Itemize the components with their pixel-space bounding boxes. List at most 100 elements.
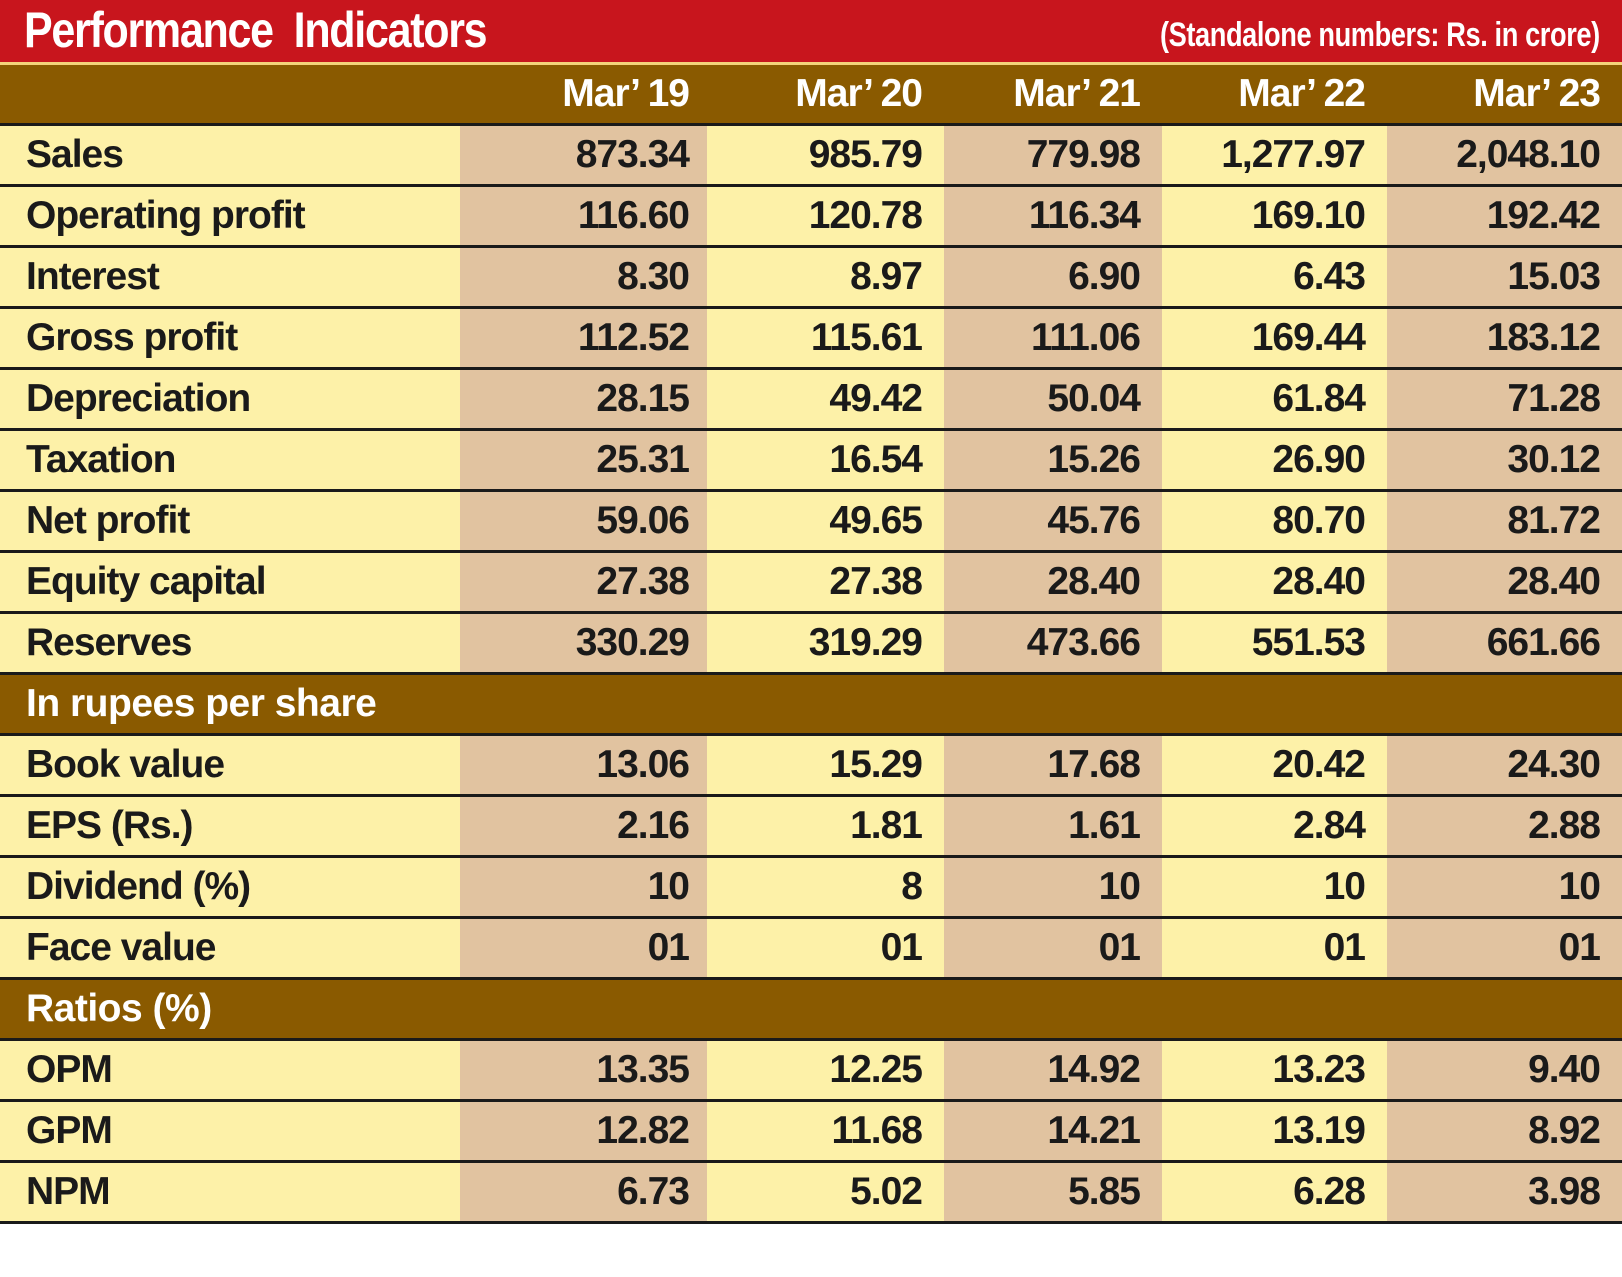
value-cell: 15.29 bbox=[707, 736, 944, 794]
table-row: Operating profit 116.60 120.78 116.34 169.10… bbox=[0, 187, 1622, 248]
value-cell: 169.44 bbox=[1162, 309, 1387, 367]
value-cell: 8.30 bbox=[460, 248, 707, 306]
value-cell: 27.38 bbox=[707, 553, 944, 611]
value-cell: 120.78 bbox=[707, 187, 944, 245]
value-cell: 10 bbox=[944, 858, 1162, 916]
value-cell: 30.12 bbox=[1387, 431, 1622, 489]
value-cell: 49.65 bbox=[707, 492, 944, 550]
value-cell: 28.40 bbox=[944, 553, 1162, 611]
value-cell: 28.15 bbox=[460, 370, 707, 428]
value-cell: 50.04 bbox=[944, 370, 1162, 428]
value-cell: 2,048.10 bbox=[1387, 126, 1622, 184]
value-cell: 13.06 bbox=[460, 736, 707, 794]
value-cell: 169.10 bbox=[1162, 187, 1387, 245]
value-cell: 1.61 bbox=[944, 797, 1162, 855]
table-row: Face value 01 01 01 01 01 bbox=[0, 919, 1622, 980]
value-cell: 15.26 bbox=[944, 431, 1162, 489]
value-cell: 26.90 bbox=[1162, 431, 1387, 489]
table-row: EPS (Rs.) 2.16 1.81 1.61 2.84 2.88 bbox=[0, 797, 1622, 858]
value-cell: 2.16 bbox=[460, 797, 707, 855]
header-cell-mar19: Mar’ 19 bbox=[562, 72, 690, 115]
table-row: Gross profit 112.52 115.61 111.06 169.44 183.… bbox=[0, 309, 1622, 370]
table-row: Interest 8.30 8.97 6.90 6.43 15.03 bbox=[0, 248, 1622, 309]
value-cell: 2.84 bbox=[1162, 797, 1387, 855]
value-cell: 473.66 bbox=[944, 614, 1162, 672]
value-cell: 985.79 bbox=[707, 126, 944, 184]
value-cell: 01 bbox=[944, 919, 1162, 977]
table-row: Net profit 59.06 49.65 45.76 80.70 81.72 bbox=[0, 492, 1622, 553]
page-subtitle: (Standalone numbers: Rs. in crore) bbox=[1160, 16, 1600, 54]
section-heading-ratios: Ratios (%) bbox=[0, 980, 1622, 1041]
value-cell: 59.06 bbox=[460, 492, 707, 550]
value-cell: 14.92 bbox=[944, 1041, 1162, 1099]
header-cell-mar23: Mar’ 23 bbox=[1473, 72, 1601, 115]
value-cell: 81.72 bbox=[1387, 492, 1622, 550]
value-cell: 20.42 bbox=[1162, 736, 1387, 794]
table-row: Taxation 25.31 16.54 15.26 26.90 30.12 bbox=[0, 431, 1622, 492]
row-label: EPS (Rs.) bbox=[0, 797, 460, 855]
row-label: Face value bbox=[0, 919, 460, 977]
value-cell: 330.29 bbox=[460, 614, 707, 672]
value-cell: 115.61 bbox=[707, 309, 944, 367]
value-cell: 13.23 bbox=[1162, 1041, 1387, 1099]
value-cell: 80.70 bbox=[1162, 492, 1387, 550]
value-cell: 8 bbox=[707, 858, 944, 916]
row-label: Interest bbox=[0, 248, 460, 306]
value-cell: 01 bbox=[1387, 919, 1622, 977]
section-heading-per-share: In rupees per share bbox=[0, 675, 1622, 736]
value-cell: 12.25 bbox=[707, 1041, 944, 1099]
value-cell: 28.40 bbox=[1162, 553, 1387, 611]
value-cell: 661.66 bbox=[1387, 614, 1622, 672]
value-cell: 27.38 bbox=[460, 553, 707, 611]
value-cell: 3.98 bbox=[1387, 1163, 1622, 1221]
table-row: OPM 13.35 12.25 14.92 13.23 9.40 bbox=[0, 1041, 1622, 1102]
value-cell: 13.35 bbox=[460, 1041, 707, 1099]
value-cell: 10 bbox=[1162, 858, 1387, 916]
per-share-rows: Book value 13.06 15.29 17.68 20.42 24.30 EPS (… bbox=[0, 736, 1622, 980]
value-cell: 16.54 bbox=[707, 431, 944, 489]
value-cell: 779.98 bbox=[944, 126, 1162, 184]
value-cell: 10 bbox=[1387, 858, 1622, 916]
table-row: Dividend (%) 10 8 10 10 10 bbox=[0, 858, 1622, 919]
title-bar: Performance Indicators (Standalone numbe… bbox=[0, 0, 1622, 62]
page-title: Performance Indicators bbox=[24, 2, 488, 58]
value-cell: 111.06 bbox=[944, 309, 1162, 367]
header-cell-label bbox=[0, 65, 460, 123]
value-cell: 319.29 bbox=[707, 614, 944, 672]
value-cell: 01 bbox=[707, 919, 944, 977]
section-label: In rupees per share bbox=[26, 682, 377, 725]
value-cell: 6.73 bbox=[460, 1163, 707, 1221]
value-cell: 25.31 bbox=[460, 431, 707, 489]
row-label: Reserves bbox=[0, 614, 460, 672]
header-cell-mar22: Mar’ 22 bbox=[1238, 72, 1366, 115]
value-cell: 11.68 bbox=[707, 1102, 944, 1160]
value-cell: 112.52 bbox=[460, 309, 707, 367]
value-cell: 15.03 bbox=[1387, 248, 1622, 306]
indicators-table: Mar’ 19 Mar’ 20 Mar’ 21 Mar’ 22 Mar’ 23 … bbox=[0, 62, 1622, 1224]
header-cell-mar20: Mar’ 20 bbox=[795, 72, 923, 115]
row-label: GPM bbox=[0, 1102, 460, 1160]
value-cell: 17.68 bbox=[944, 736, 1162, 794]
row-label: Equity capital bbox=[0, 553, 460, 611]
value-cell: 183.12 bbox=[1387, 309, 1622, 367]
table-row: NPM 6.73 5.02 5.85 6.28 3.98 bbox=[0, 1163, 1622, 1224]
header-cell-mar21: Mar’ 21 bbox=[1013, 72, 1141, 115]
value-cell: 192.42 bbox=[1387, 187, 1622, 245]
table-row: Depreciation 28.15 49.42 50.04 61.84 71.28 bbox=[0, 370, 1622, 431]
value-cell: 01 bbox=[1162, 919, 1387, 977]
value-cell: 6.90 bbox=[944, 248, 1162, 306]
value-cell: 551.53 bbox=[1162, 614, 1387, 672]
row-label: Operating profit bbox=[0, 187, 460, 245]
value-cell: 116.60 bbox=[460, 187, 707, 245]
value-cell: 14.21 bbox=[944, 1102, 1162, 1160]
value-cell: 71.28 bbox=[1387, 370, 1622, 428]
main-rows: Sales 873.34 985.79 779.98 1,277.97 2,048.10 O… bbox=[0, 126, 1622, 675]
value-cell: 45.76 bbox=[944, 492, 1162, 550]
row-label: Taxation bbox=[0, 431, 460, 489]
value-cell: 61.84 bbox=[1162, 370, 1387, 428]
value-cell: 10 bbox=[460, 858, 707, 916]
value-cell: 8.97 bbox=[707, 248, 944, 306]
value-cell: 873.34 bbox=[460, 126, 707, 184]
row-label: Book value bbox=[0, 736, 460, 794]
table-row: Equity capital 27.38 27.38 28.40 28.40 28.40 bbox=[0, 553, 1622, 614]
